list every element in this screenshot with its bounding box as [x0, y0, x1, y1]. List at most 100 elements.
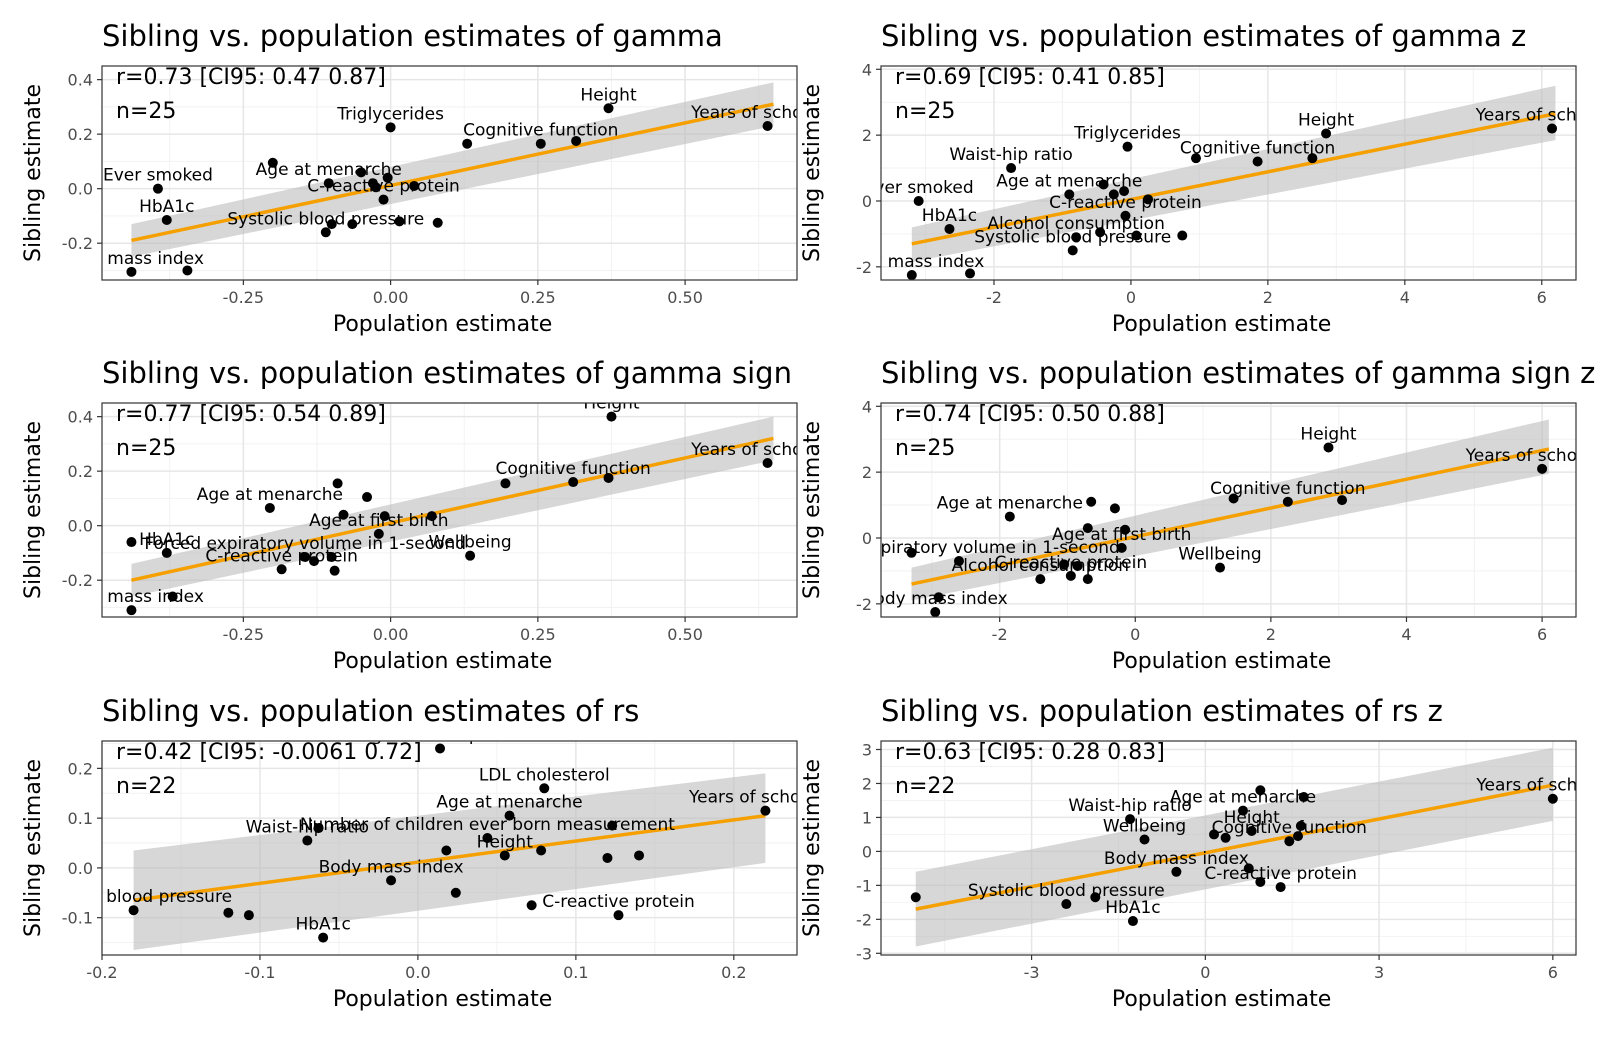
- point-label: Height: [580, 85, 637, 105]
- x-tick-label: -0.1: [244, 963, 275, 982]
- data-point: [910, 892, 921, 903]
- data-point: [1071, 232, 1082, 243]
- data-point: [1295, 820, 1306, 831]
- data-point: [386, 875, 397, 886]
- point-label: Cognitive function: [1212, 818, 1367, 838]
- data-point: [152, 183, 163, 194]
- data-point: [1293, 831, 1303, 842]
- point-label: Triglycerides: [336, 104, 444, 124]
- data-point: [243, 910, 254, 921]
- point-label: Systolic blood pressure: [968, 881, 1165, 901]
- data-point: [536, 845, 547, 856]
- point-label: Height: [1298, 110, 1355, 130]
- data-point: [1537, 463, 1548, 474]
- plot-area: Systolic blood pressure Waist-hip ratio Hb…: [35, 741, 797, 951]
- y-axis-label: Sibling estimate: [800, 759, 825, 937]
- data-point: [1082, 523, 1093, 534]
- data-point: [906, 547, 917, 558]
- y-tick-label: 3: [862, 740, 872, 759]
- chart-panel-6: Sibling vs. population estimates of rs z…: [800, 694, 1577, 1012]
- data-point: [762, 120, 773, 131]
- data-point: [465, 550, 476, 561]
- data-point: [126, 537, 137, 548]
- x-tick-label: -2: [986, 288, 1002, 307]
- data-point: [1125, 814, 1136, 825]
- point-label: C-reactive protein: [542, 892, 695, 912]
- y-tick-label: -0.2: [62, 234, 93, 253]
- data-point: [1131, 230, 1142, 241]
- x-axis-label: Population estimate: [1112, 312, 1331, 337]
- y-tick-label: 0: [862, 529, 872, 548]
- data-point: [276, 564, 287, 575]
- data-point: [1246, 826, 1257, 837]
- point-label: Body mass index: [863, 589, 1008, 609]
- point-label: Body mass index: [1104, 849, 1249, 869]
- data-point: [370, 182, 381, 193]
- data-point: [323, 178, 334, 189]
- data-point: [1035, 574, 1046, 585]
- y-tick-label: -1: [856, 876, 872, 895]
- data-point: [482, 833, 493, 844]
- data-point: [267, 157, 278, 168]
- chart-panel-4: Sibling vs. population estimates of gamm…: [798, 356, 1595, 674]
- point-label: Body mass index: [59, 587, 204, 607]
- x-tick-label: 0: [1200, 963, 1210, 982]
- y-tick-label: 0.0: [68, 859, 93, 878]
- x-tick-label: 4: [1400, 288, 1410, 307]
- data-point: [126, 605, 137, 616]
- chart-panel-5: Sibling vs. population estimates of rs -0…: [21, 694, 798, 1012]
- point-label: Cognitive function: [496, 459, 651, 479]
- y-tick-label: 4: [862, 397, 872, 416]
- data-point: [1098, 179, 1109, 190]
- data-point: [394, 216, 405, 227]
- point-label: Ever smoked: [864, 178, 974, 198]
- point-label: Alcohol consumption: [987, 214, 1164, 234]
- point-label: Waist-hip ratio: [949, 145, 1072, 165]
- x-tick-label: 0.0: [405, 963, 430, 982]
- point-label: HbA1c: [139, 530, 194, 550]
- data-point: [606, 411, 617, 422]
- point-label: Height: [1300, 424, 1357, 444]
- data-point: [1220, 832, 1231, 843]
- data-point: [1139, 834, 1150, 845]
- x-tick-label: 6: [1537, 625, 1547, 644]
- data-point: [571, 135, 582, 146]
- confidence-band: [131, 82, 774, 257]
- chart-panel-1: Sibling vs. population estimates of gamm…: [21, 19, 798, 337]
- x-tick-label: 2: [1263, 288, 1273, 307]
- y-tick-label: 0.2: [68, 759, 93, 778]
- data-point: [320, 227, 331, 238]
- x-tick-label: 0.00: [373, 288, 409, 307]
- point-label: Age at menarche: [937, 494, 1083, 514]
- data-point: [441, 845, 452, 856]
- data-point: [126, 266, 137, 277]
- point-label: Forced expiratory volume in 1-second: [798, 538, 1120, 558]
- y-tick-label: -2: [856, 910, 872, 929]
- sample-size-text: n=25: [116, 99, 176, 124]
- panel-border: [880, 740, 1577, 956]
- regression-line: [911, 447, 1550, 586]
- data-point: [1127, 916, 1138, 927]
- x-axis-label: Population estimate: [1112, 649, 1331, 674]
- data-point: [1171, 866, 1182, 877]
- point-label: Waist-hip ratio: [1068, 796, 1191, 816]
- point-label: Age at menarche: [1170, 788, 1316, 808]
- y-tick-label: 0: [862, 192, 872, 211]
- sample-size-text: n=25: [116, 436, 176, 461]
- data-point: [409, 180, 420, 191]
- data-point: [1108, 189, 1119, 200]
- data-point: [953, 556, 964, 567]
- point-label: Systolic blood pressure: [35, 887, 232, 907]
- data-point: [603, 103, 614, 114]
- data-point: [167, 591, 178, 602]
- x-tick-label: 0.1: [563, 963, 588, 982]
- data-point: [634, 850, 645, 861]
- sample-size-text: n=22: [895, 774, 955, 799]
- data-point: [1120, 210, 1131, 221]
- x-tick-label: 0.2: [721, 963, 746, 982]
- correlation-text: r=0.77 [CI95: 0.54 0.89]: [116, 402, 386, 427]
- panel-border: [880, 402, 1577, 618]
- x-tick-label: 0.00: [373, 625, 409, 644]
